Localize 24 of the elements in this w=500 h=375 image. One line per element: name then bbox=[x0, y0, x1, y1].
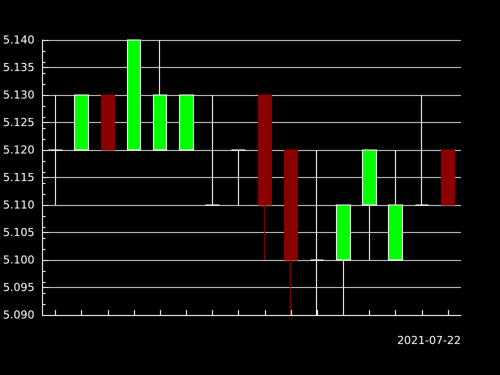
candlestick bbox=[101, 94, 115, 150]
candlestick bbox=[127, 40, 141, 150]
y-tick-label: 5.135 bbox=[2, 61, 34, 74]
y-tick-label: 5.125 bbox=[2, 116, 34, 129]
y-tick-label: 5.140 bbox=[2, 34, 34, 46]
candlestick bbox=[258, 94, 272, 260]
candlestick bbox=[415, 94, 429, 206]
candlestick bbox=[441, 150, 455, 206]
y-tick-label: 5.100 bbox=[2, 254, 34, 266]
y-tick-label: 5.130 bbox=[2, 88, 34, 102]
y-tick-label: 5.115 bbox=[2, 171, 34, 184]
candlestick bbox=[74, 94, 89, 150]
candlestick bbox=[231, 150, 246, 206]
x-axis-title: 2021-07-22 bbox=[397, 334, 461, 347]
candlestick bbox=[388, 150, 403, 260]
candlestick bbox=[205, 94, 220, 206]
y-tick-label: 5.120 bbox=[2, 144, 34, 156]
candlestick bbox=[153, 40, 167, 150]
y-tick-label: 5.105 bbox=[2, 226, 34, 239]
y-tick-label: 5.090 bbox=[2, 308, 34, 322]
y-tick-label: 5.110 bbox=[2, 198, 34, 212]
y-tick-label: 5.095 bbox=[2, 281, 34, 294]
candlestick bbox=[362, 150, 377, 260]
candlestick bbox=[179, 94, 194, 150]
